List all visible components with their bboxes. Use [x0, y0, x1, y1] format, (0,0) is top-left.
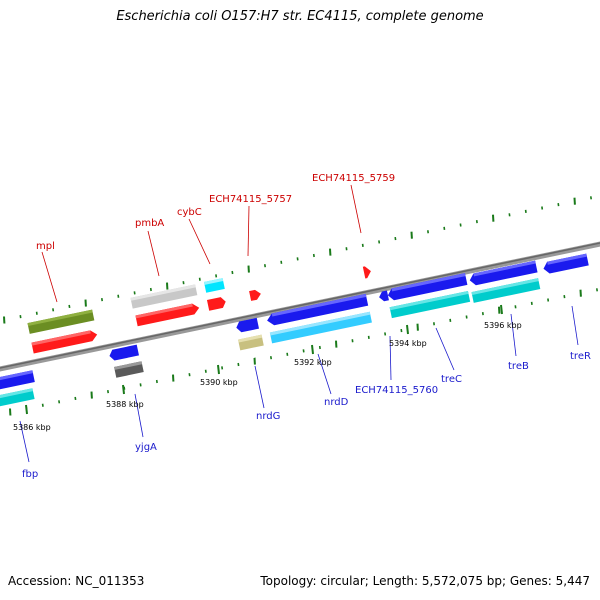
gene-treB-arrow[interactable] [469, 260, 538, 287]
position-tick-labels: 5386 kbp 5388 kbp 5390 kbp 5392 kbp 5394… [13, 304, 522, 432]
label-mpl[interactable]: mpl [36, 241, 55, 252]
tick-label: 5392 kbp [294, 358, 332, 367]
label-treC[interactable]: treC [441, 374, 462, 385]
gene-treC-arrow[interactable] [387, 273, 468, 301]
top-gene-labels: mpl pmbA cybC ECH74115_5757 ECH74115_575… [36, 173, 395, 303]
gene-treC-block[interactable] [389, 290, 471, 319]
tick-label: 5386 kbp [13, 423, 51, 432]
gene-ECH74115_5760-arrow[interactable] [378, 290, 389, 302]
gene-nrdD-arrow[interactable] [266, 293, 369, 327]
label-pmbA[interactable]: pmbA [135, 218, 164, 229]
gene-yjgA-arrow[interactable] [108, 344, 139, 362]
upper-guide-track [3, 196, 592, 324]
tick-label: 5396 kbp [484, 321, 522, 330]
gene-yjgA-block[interactable] [114, 361, 144, 378]
gene-ECH74115_5757-arrow[interactable] [249, 289, 262, 301]
bottom-gene-labels: fbp yjgA nrdG nrdD ECH74115_5760 treC tr… [19, 305, 591, 480]
label-yjgA[interactable]: yjgA [135, 442, 157, 453]
label-ECH74115_5759[interactable]: ECH74115_5759 [312, 173, 395, 184]
label-treR[interactable]: treR [570, 351, 591, 362]
gene-nrdD-block[interactable] [269, 311, 372, 344]
label-nrdG[interactable]: nrdG [256, 411, 280, 422]
genome-backbone [0, 241, 600, 372]
forward-strand-genes [27, 265, 372, 354]
gene-nrdG-block[interactable] [238, 334, 264, 351]
tick-label: 5394 kbp [389, 339, 427, 348]
label-fbp[interactable]: fbp [22, 469, 38, 480]
label-cybC[interactable]: cybC [177, 207, 202, 218]
genome-summary-text: Topology: circular; Length: 5,572,075 bp… [260, 574, 590, 588]
page-title: Escherichia coli O157:H7 str. EC4115, co… [116, 9, 484, 24]
tick-label: 5388 kbp [106, 400, 144, 409]
gene-ECH74115_5759-arrow[interactable] [362, 265, 372, 279]
reverse-strand-genes [0, 253, 589, 407]
accession-text: Accession: NC_011353 [8, 574, 145, 588]
label-nrdD[interactable]: nrdD [324, 397, 349, 408]
gene-fbp-block[interactable] [0, 388, 35, 407]
gene-mpl-arrow[interactable] [31, 329, 98, 354]
gene-treB-block[interactable] [471, 278, 541, 303]
gene-fbp-arrow[interactable] [0, 370, 35, 390]
gene-pmbA-arrow[interactable] [135, 302, 200, 327]
label-ECH74115_5760[interactable]: ECH74115_5760 [355, 385, 438, 396]
gene-mpl-block[interactable] [27, 309, 95, 334]
lower-guide-track [9, 288, 598, 416]
gene-pmbA-block[interactable] [130, 284, 198, 309]
gene-treR-arrow[interactable] [542, 253, 589, 275]
gene-nrdG-arrow[interactable] [235, 317, 259, 333]
tick-label: 5390 kbp [200, 378, 238, 387]
gene-cybC-arrow[interactable] [206, 296, 227, 311]
label-treB[interactable]: treB [508, 361, 529, 372]
label-ECH74115_5757[interactable]: ECH74115_5757 [209, 194, 292, 205]
gene-cybC-block[interactable] [203, 278, 225, 293]
